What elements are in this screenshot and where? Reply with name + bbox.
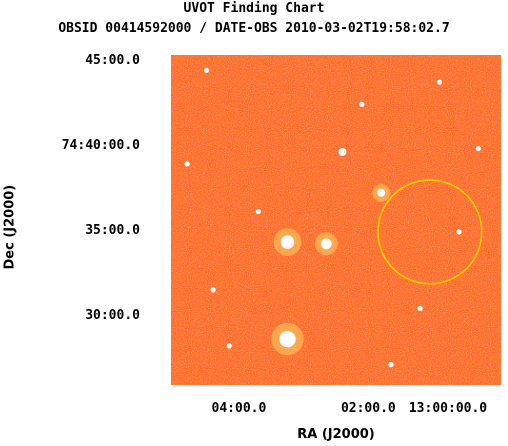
star-point xyxy=(436,79,443,85)
star-point xyxy=(456,229,462,235)
star-point xyxy=(279,330,296,348)
star-point xyxy=(280,235,295,249)
y-tick-label: 35:00.0 xyxy=(85,222,140,238)
y-tick-label: 45:00.0 xyxy=(85,52,140,68)
star-point xyxy=(320,238,332,250)
star-point xyxy=(226,343,232,349)
y-axis-label: Dec (J2000) xyxy=(2,184,18,270)
star-point xyxy=(184,161,190,167)
source-region-circle xyxy=(377,179,483,285)
star-point xyxy=(359,101,365,107)
star-point xyxy=(417,305,423,312)
star-point xyxy=(388,361,394,368)
y-tick-label: 30:00.0 xyxy=(85,307,140,323)
x-axis-label: RA (J2000) xyxy=(297,427,375,442)
star-point xyxy=(377,188,386,197)
star-point xyxy=(203,67,210,73)
x-tick-label: 04:00.0 xyxy=(211,401,267,416)
star-point xyxy=(210,287,216,293)
chart-title: UVOT Finding Chart xyxy=(183,1,325,16)
x-tick-label: 13:00:00.0 xyxy=(408,401,488,416)
x-tick-label: 02:00.0 xyxy=(340,401,396,416)
image-noise xyxy=(171,55,501,385)
chart-subtitle: OBSID 00414592000 / DATE-OBS 2010-03-02T… xyxy=(58,21,450,36)
y-tick-label: 74:40:00.0 xyxy=(61,137,140,153)
star-point xyxy=(475,145,481,152)
star-point xyxy=(338,147,347,156)
star-point xyxy=(255,208,261,215)
